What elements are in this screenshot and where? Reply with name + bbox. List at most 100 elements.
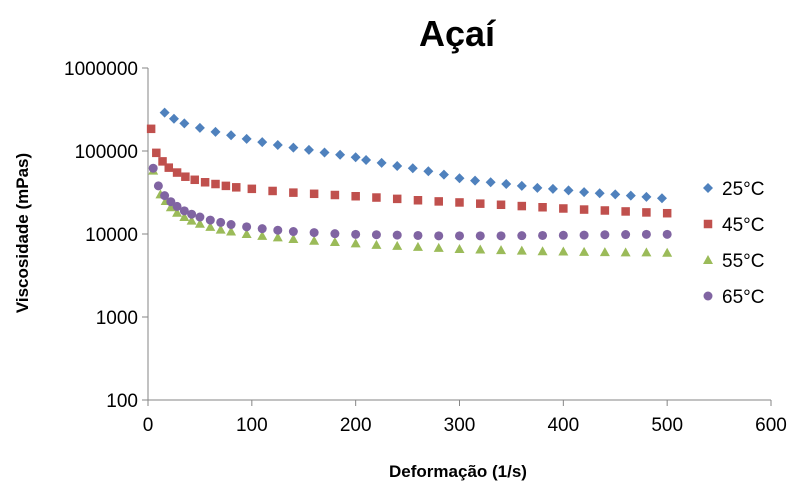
x-tick-label: 500 [651,415,683,436]
data-point [496,245,507,255]
data-point [454,173,465,184]
data-point [537,246,548,256]
data-point [216,217,226,227]
data-point [642,208,651,217]
data-point [168,113,179,124]
data-point [579,230,589,240]
data-point [413,196,423,205]
series-circle [148,163,672,241]
data-point [475,244,486,254]
data-point [158,157,167,166]
data-point [371,230,381,240]
legend: 25°C 45°C 55°C 65°C [703,179,764,308]
data-point [496,231,506,241]
data-point [433,242,444,252]
data-point [309,235,320,245]
data-point [351,191,360,201]
x-tick-label: 600 [755,415,787,436]
data-point [205,221,216,231]
data-point [247,184,257,194]
data-point [232,183,241,192]
data-point [226,226,237,236]
data-point [226,220,236,230]
data-point [190,175,199,185]
data-point [610,189,621,200]
data-point [516,245,527,255]
data-point [621,230,631,240]
data-point [423,166,434,177]
data-point [148,163,158,173]
data-point [329,237,340,247]
data-point [210,126,221,137]
data-point [288,234,299,244]
data-point [179,118,190,129]
legend-marker [703,291,713,301]
legend-item: 65°C [703,287,764,308]
data-point [146,124,156,134]
legend-label: 55°C [722,251,764,272]
legend-marker [703,183,713,193]
data-point [273,225,283,235]
data-point [371,239,382,249]
data-point [152,148,161,158]
data-point [563,185,574,196]
data-point [309,189,319,199]
data-point [257,137,268,148]
data-point [621,207,630,216]
legend-item: 55°C [703,251,764,272]
data-point [194,218,205,228]
data-point [153,181,163,191]
data-point [641,191,652,202]
data-point [662,229,672,239]
data-point [496,200,506,210]
data-point [194,122,205,133]
data-point [160,191,170,201]
data-point [350,238,361,248]
data-point [172,207,183,217]
data-point [195,212,205,222]
data-point [656,193,667,204]
data-point [517,231,527,241]
data-point [181,172,190,181]
data-point [538,203,547,212]
data-point [475,231,485,241]
data-point [330,190,340,200]
data-point [470,175,481,186]
data-point [579,205,589,214]
data-point [288,142,299,153]
y-tick-label: 100000 [75,142,138,163]
data-point [392,230,402,240]
y-tick-label: 10000 [85,225,138,246]
data-point [392,240,403,250]
data-point [538,230,548,240]
data-point [187,209,197,219]
data-point [547,183,558,194]
data-point [662,208,672,218]
x-tick-label: 100 [236,415,268,436]
data-point [372,193,381,202]
data-point [454,243,465,253]
data-point [413,230,423,240]
legend-item: 45°C [703,215,764,236]
data-point [241,133,252,144]
data-point [579,246,590,256]
data-point [159,107,170,118]
data-point [407,163,418,174]
x-tick-label: 0 [143,415,154,436]
x-axis-title: Deformação (1/s) [389,462,527,481]
data-point [434,231,444,241]
data-point [641,247,652,257]
data-point [599,247,610,257]
data-point [179,206,189,216]
legend-marker [703,219,713,229]
data-point [172,168,182,177]
data-point [517,201,527,211]
data-point [558,246,569,256]
data-point [434,197,443,206]
y-tick-label: 1000 [96,308,138,329]
data-point [335,149,346,160]
data-point [272,140,283,151]
